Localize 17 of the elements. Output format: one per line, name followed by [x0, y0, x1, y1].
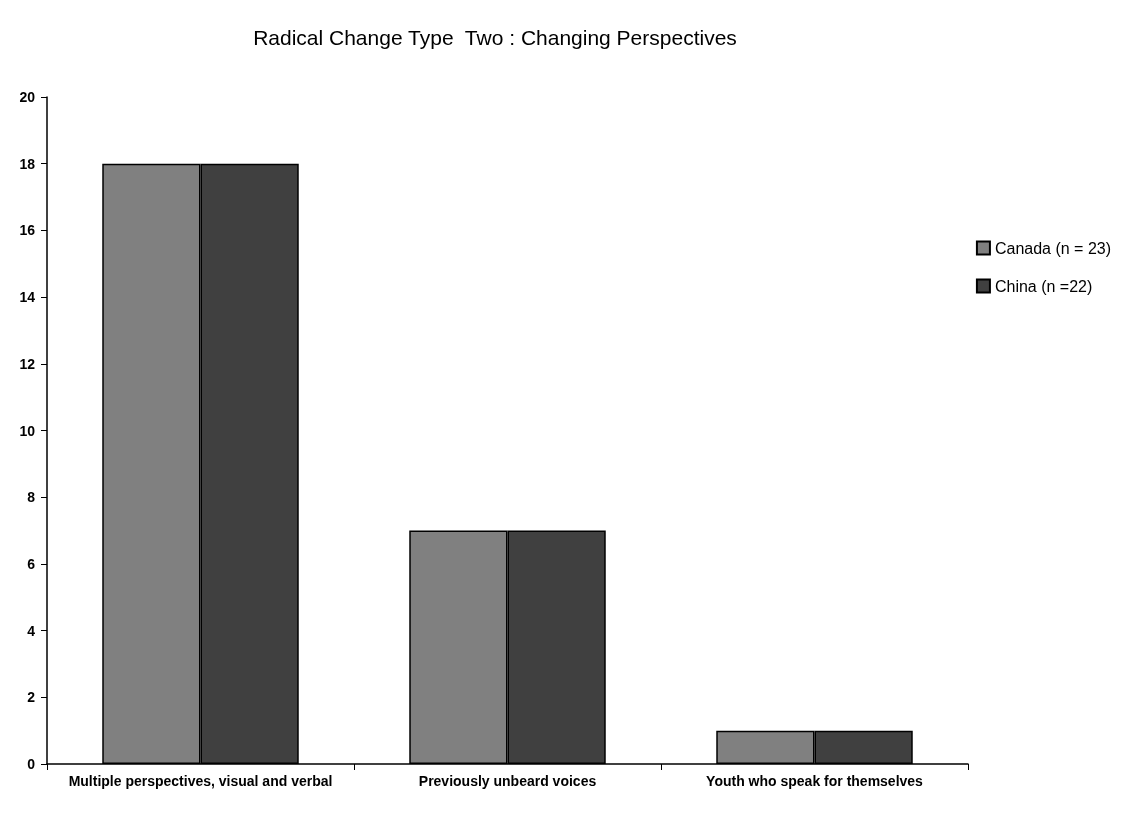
x-tick-label: Multiple perspectives, visual and verbal: [68, 772, 333, 789]
y-tick-label: 10: [19, 422, 36, 439]
y-tick-label: 8: [27, 489, 36, 506]
x-tick-label: Youth who speak for themselves: [706, 772, 924, 789]
y-tick-label: 2: [27, 689, 36, 706]
y-tick-label: 4: [27, 622, 36, 639]
chart-title: Radical Change Type Two : Changing Perspectives: [253, 26, 737, 49]
y-tick-label: 16: [19, 222, 36, 239]
y-tick-label: 12: [19, 355, 36, 372]
x-tick-label: Previously unbeard voices: [418, 772, 597, 789]
legend-label: Canada (n = 23): [994, 239, 1111, 257]
y-tick-label: 18: [19, 155, 36, 172]
legend-label: China (n =22): [994, 277, 1093, 295]
y-tick-label: 6: [27, 555, 36, 572]
y-tick-label: 0: [27, 756, 36, 772]
y-tick-label: 20: [19, 89, 36, 105]
y-tick-label: 14: [19, 289, 36, 306]
